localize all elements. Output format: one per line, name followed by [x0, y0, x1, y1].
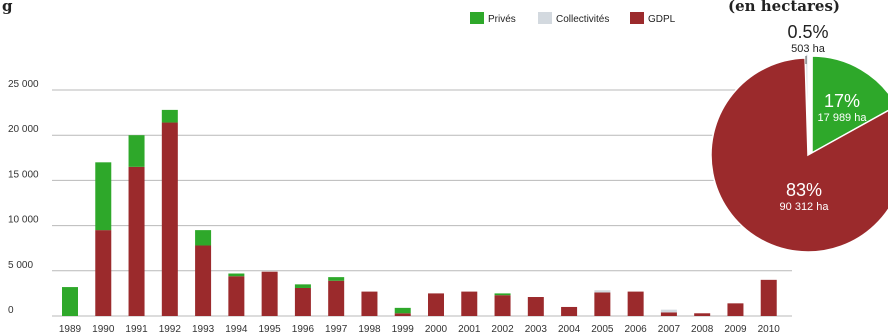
bar-gdpl-1997 [328, 280, 345, 316]
bar-privés-1991 [128, 135, 145, 167]
title-fragment-right: (en hectares) [728, 0, 840, 15]
pie-label-percent-privés: 17% [824, 91, 860, 111]
legend-swatch-collectivités [538, 12, 552, 24]
bar-gdpl-2010 [760, 279, 777, 316]
pie-label-area-gdpl: 90 312 ha [780, 201, 830, 213]
x-tick-label: 1989 [59, 324, 82, 335]
bar-privés-1993 [195, 230, 212, 246]
x-tick-label: 1994 [225, 324, 248, 335]
bar-privés-1992 [161, 109, 178, 123]
x-tick-label: 2000 [425, 324, 448, 335]
x-tick-label: 2006 [625, 324, 648, 335]
x-tick-label: 2007 [658, 324, 681, 335]
y-axis-tick-labels: 0 5 000 10 000 15 000 20 000 25 000 [8, 79, 39, 316]
pie-label-area-collectivités: 503 ha [791, 43, 826, 55]
x-tick-label: 2005 [591, 324, 614, 335]
bar-gdpl-1994 [228, 276, 245, 316]
x-tick-label: 2009 [724, 324, 747, 335]
legend-label-collectivités: Collectivités [556, 14, 609, 25]
bar-gdpl-2003 [527, 297, 544, 316]
x-tick-label: 1992 [159, 324, 182, 335]
legend: Privés Collectivités GDPL [470, 12, 676, 25]
bar-privés-1996 [294, 284, 311, 288]
legend-swatch-gdpl [630, 12, 644, 24]
pie-slice-privés [811, 55, 888, 155]
x-tick-label: 1993 [192, 324, 215, 335]
x-tick-label: 2008 [691, 324, 714, 335]
bar-gdpl-2005 [594, 292, 611, 316]
x-tick-label: 1998 [358, 324, 381, 335]
bar-privés-1989 [62, 287, 78, 316]
x-tick-label: 2001 [458, 324, 481, 335]
y-tick-label: 10 000 [8, 215, 39, 226]
bar-gdpl-1990 [95, 230, 112, 316]
x-tick-label: 2010 [758, 324, 781, 335]
bar-collectivités-2007 [660, 309, 677, 313]
x-tick-label: 1991 [125, 324, 148, 335]
x-tick-label: 2002 [491, 324, 514, 335]
y-tick-label: 0 [8, 305, 14, 316]
y-tick-label: 20 000 [8, 124, 39, 135]
bar-gdpl-2004 [561, 306, 578, 316]
legend-label-gdpl: GDPL [648, 14, 676, 25]
x-tick-label: 1997 [325, 324, 348, 335]
y-tick-label: 5 000 [8, 260, 33, 271]
x-axis-tick-labels: 1989 1990 1991 1992 1993 1994 1995 1996 1997 1998… [59, 324, 780, 335]
bar-gdpl-2008 [694, 313, 711, 316]
x-tick-label: 1999 [392, 324, 415, 335]
pie-label-percent-collectivités: 0.5% [787, 22, 828, 42]
bar-gdpl-1995 [261, 271, 278, 316]
x-tick-label: 1996 [292, 324, 315, 335]
title-fragment-left: g [2, 0, 13, 15]
pie-slice-gdpl [710, 57, 888, 253]
bar-gdpl-2000 [428, 293, 444, 316]
bar-gdpl-2009 [727, 303, 744, 316]
bar-privés-1999 [394, 307, 411, 314]
y-tick-label: 15 000 [8, 169, 39, 180]
bar-privés-1994 [228, 273, 245, 277]
legend-label-privés: Privés [488, 14, 516, 25]
bar-gdpl-1998 [361, 291, 378, 316]
x-tick-label: 1990 [92, 324, 115, 335]
pie-label-area-privés: 17 989 ha [818, 112, 868, 124]
bar-gdpl-2002 [494, 295, 511, 316]
bar-gdpl-2007 [660, 312, 677, 316]
bar-gdpl-1991 [128, 166, 145, 316]
bar-series [62, 109, 777, 316]
x-tick-label: 2003 [525, 324, 548, 335]
bar-privés-1997 [328, 277, 345, 281]
bar-collectivités-2005 [594, 290, 611, 293]
bar-gdpl-2001 [461, 291, 478, 316]
x-tick-label: 1995 [259, 324, 282, 335]
bar-privés-1990 [95, 162, 112, 231]
legend-swatch-privés [470, 12, 484, 24]
bar-gdpl-1999 [394, 313, 411, 316]
bar-gdpl-2006 [627, 291, 644, 316]
x-tick-label: 2004 [558, 324, 581, 335]
pie-label-percent-gdpl: 83% [786, 180, 822, 200]
y-tick-label: 25 000 [8, 79, 39, 90]
bar-privés-2002 [494, 293, 511, 296]
bar-gdpl-1993 [195, 245, 212, 316]
bar-gdpl-1992 [161, 122, 178, 316]
bar-gdpl-1996 [294, 287, 311, 316]
pie-chart: 83%90 312 ha 17%17 989 ha 0.5%503 ha [710, 22, 888, 253]
